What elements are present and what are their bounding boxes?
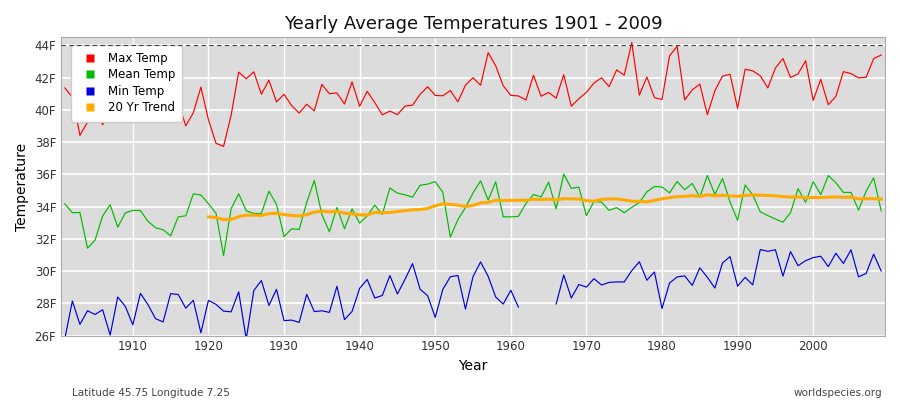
X-axis label: Year: Year <box>458 359 488 373</box>
Text: Latitude 45.75 Longitude 7.25: Latitude 45.75 Longitude 7.25 <box>72 388 230 398</box>
Y-axis label: Temperature: Temperature <box>15 142 29 230</box>
Title: Yearly Average Temperatures 1901 - 2009: Yearly Average Temperatures 1901 - 2009 <box>284 15 662 33</box>
Text: worldspecies.org: worldspecies.org <box>794 388 882 398</box>
Legend: Max Temp, Mean Temp, Min Temp, 20 Yr Trend: Max Temp, Mean Temp, Min Temp, 20 Yr Tre… <box>71 45 182 122</box>
